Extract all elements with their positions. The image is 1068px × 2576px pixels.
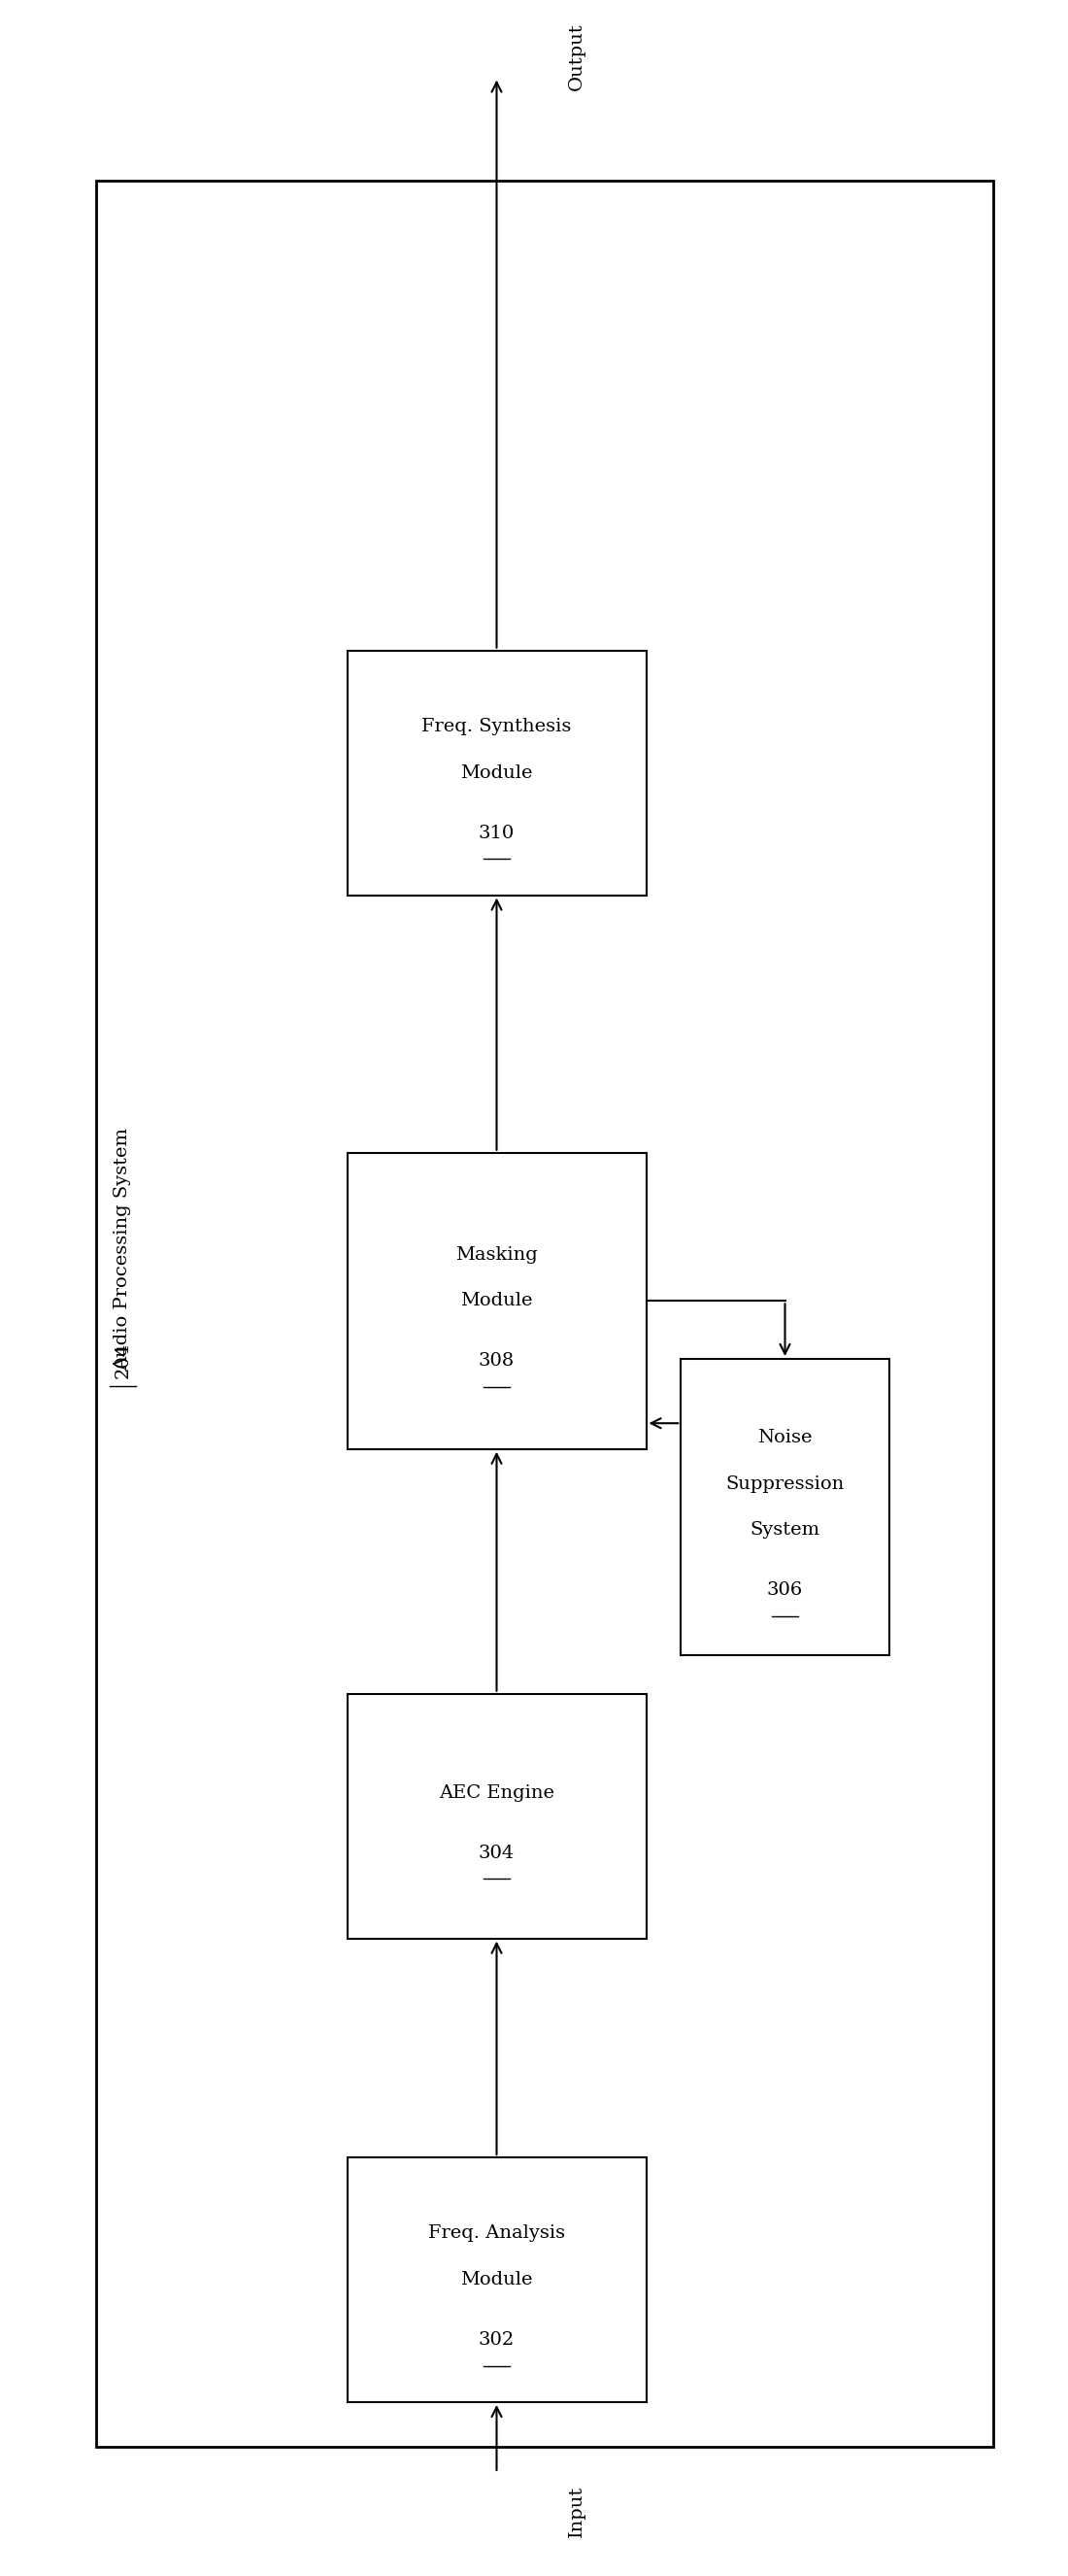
Bar	[96, 180, 993, 2447]
Text: 204: 204	[114, 1342, 131, 1378]
Text: Audio Processing System: Audio Processing System	[114, 1128, 131, 1370]
Text: Module: Module	[460, 765, 533, 781]
Text: 306: 306	[767, 1582, 803, 1600]
Text: Suppression: Suppression	[725, 1476, 845, 1492]
Text: Freq. Analysis: Freq. Analysis	[428, 2226, 565, 2241]
Text: 302: 302	[478, 2331, 515, 2349]
Text: 308: 308	[478, 1352, 515, 1370]
Bar	[347, 1695, 646, 1940]
Bar	[347, 2159, 646, 2401]
Bar	[347, 652, 646, 896]
Text: System: System	[750, 1522, 820, 1538]
Text: 310: 310	[478, 824, 515, 842]
Text: 304: 304	[478, 1844, 515, 1862]
Text: Module: Module	[460, 1293, 533, 1309]
Text: Output: Output	[568, 23, 585, 90]
Bar	[347, 1154, 646, 1448]
Text: Masking: Masking	[455, 1247, 538, 1262]
Text: Module: Module	[460, 2272, 533, 2287]
Text: Input: Input	[568, 2486, 585, 2537]
Bar	[681, 1360, 889, 1656]
Text: Freq. Synthesis: Freq. Synthesis	[422, 719, 571, 734]
Text: AEC Engine: AEC Engine	[439, 1785, 554, 1801]
Text: Noise: Noise	[757, 1430, 813, 1445]
